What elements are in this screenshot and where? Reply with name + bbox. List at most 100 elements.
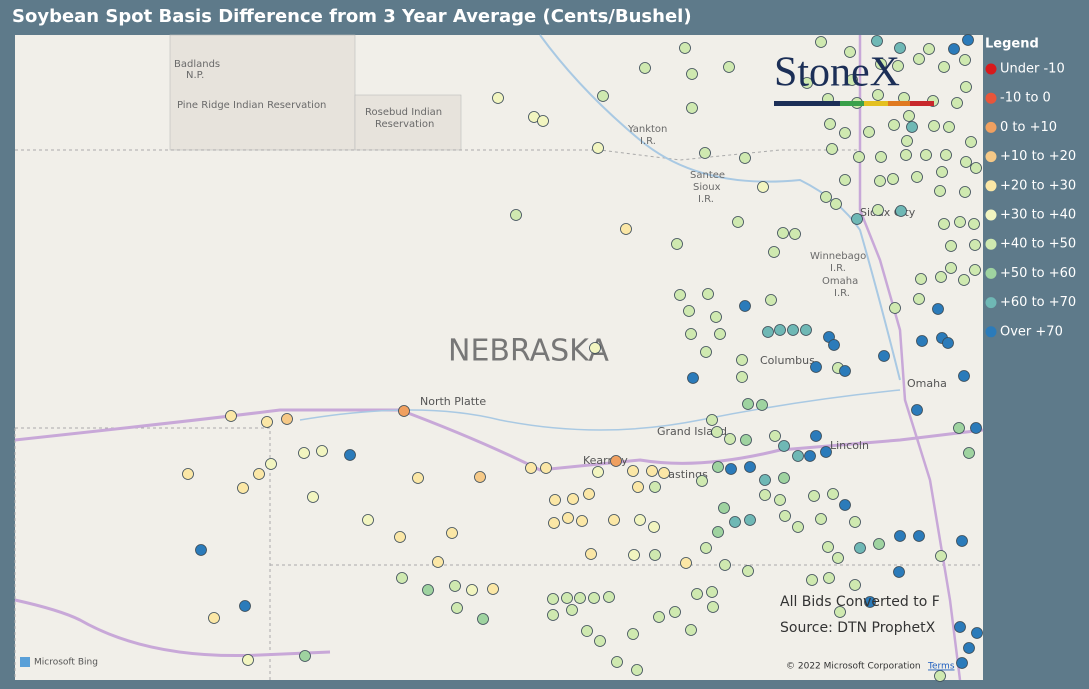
bid-point bbox=[800, 324, 812, 336]
legend-title: Legend bbox=[985, 37, 1039, 52]
bid-point bbox=[943, 121, 955, 133]
bid-point bbox=[566, 604, 578, 616]
bid-point bbox=[687, 372, 699, 384]
bid-point bbox=[863, 126, 875, 138]
bid-point bbox=[844, 46, 856, 58]
bid-point bbox=[804, 450, 816, 462]
bid-point bbox=[768, 246, 780, 258]
bid-point bbox=[815, 36, 827, 48]
bid-point bbox=[492, 92, 504, 104]
bid-point bbox=[208, 612, 220, 624]
bid-point bbox=[712, 461, 724, 473]
bid-point bbox=[718, 502, 730, 514]
bid-point bbox=[935, 271, 947, 283]
map-label: N.P. bbox=[186, 70, 204, 81]
bid-point bbox=[873, 538, 885, 550]
bid-point bbox=[702, 288, 714, 300]
bid-point bbox=[237, 482, 249, 494]
bid-point bbox=[700, 346, 712, 358]
legend-swatch bbox=[985, 180, 997, 192]
bid-point bbox=[762, 326, 774, 338]
bid-point bbox=[620, 223, 632, 235]
map-label: Badlands bbox=[174, 59, 220, 70]
bid-point bbox=[928, 120, 940, 132]
bid-point bbox=[826, 143, 838, 155]
bid-point bbox=[723, 61, 735, 73]
legend-label: +30 to +40 bbox=[1000, 208, 1076, 223]
terms-link[interactable]: Terms bbox=[927, 662, 955, 672]
bid-point bbox=[920, 149, 932, 161]
bid-point bbox=[963, 642, 975, 654]
bid-point bbox=[765, 294, 777, 306]
bid-point bbox=[711, 426, 723, 438]
map-label: I.R. bbox=[834, 288, 850, 299]
bid-point bbox=[686, 102, 698, 114]
bid-point bbox=[634, 514, 646, 526]
bid-point bbox=[923, 43, 935, 55]
bid-point bbox=[714, 328, 726, 340]
bid-point bbox=[724, 433, 736, 445]
bid-point bbox=[851, 213, 863, 225]
bid-point bbox=[951, 97, 963, 109]
bid-point bbox=[934, 185, 946, 197]
bid-point bbox=[769, 430, 781, 442]
bid-point bbox=[954, 216, 966, 228]
bid-point bbox=[834, 606, 846, 618]
bid-point bbox=[815, 513, 827, 525]
legend-label: Under -10 bbox=[1000, 62, 1065, 77]
bid-point bbox=[820, 446, 832, 458]
bid-point bbox=[739, 152, 751, 164]
bid-point bbox=[777, 227, 789, 239]
bid-point bbox=[740, 434, 752, 446]
bid-point bbox=[878, 350, 890, 362]
bid-point bbox=[959, 54, 971, 66]
bid-point bbox=[810, 361, 822, 373]
map-label: Winnebago bbox=[810, 251, 866, 262]
bid-point bbox=[895, 205, 907, 217]
bid-point bbox=[757, 181, 769, 193]
bid-point bbox=[683, 305, 695, 317]
bid-point bbox=[466, 584, 478, 596]
legend-swatch bbox=[985, 209, 997, 221]
bid-point bbox=[653, 611, 665, 623]
bid-point bbox=[706, 586, 718, 598]
bing-logo: Microsoft Bing bbox=[34, 658, 98, 668]
bid-point bbox=[742, 565, 754, 577]
bid-point bbox=[477, 613, 489, 625]
bid-point bbox=[239, 600, 251, 612]
bid-point bbox=[969, 239, 981, 251]
bid-point bbox=[970, 422, 982, 434]
bid-point bbox=[787, 324, 799, 336]
legend-label: +50 to +60 bbox=[1000, 266, 1076, 281]
bid-point bbox=[823, 572, 835, 584]
legend-label: +10 to +20 bbox=[1000, 149, 1076, 164]
bid-point bbox=[806, 574, 818, 586]
bid-point bbox=[679, 42, 691, 54]
bid-point bbox=[631, 664, 643, 676]
bid-point bbox=[938, 61, 950, 73]
bid-point bbox=[700, 542, 712, 554]
bid-point bbox=[875, 151, 887, 163]
map-label: Santee bbox=[690, 170, 725, 181]
bid-point bbox=[801, 77, 813, 89]
bid-point bbox=[956, 657, 968, 669]
bid-point bbox=[832, 552, 844, 564]
bid-point bbox=[938, 218, 950, 230]
bid-point bbox=[589, 342, 601, 354]
bid-point bbox=[853, 151, 865, 163]
bid-point bbox=[225, 410, 237, 422]
bid-point bbox=[627, 628, 639, 640]
legend-label: +40 to +50 bbox=[1000, 237, 1076, 252]
bid-point bbox=[422, 584, 434, 596]
bid-point bbox=[632, 481, 644, 493]
bid-point bbox=[846, 74, 858, 86]
bid-point bbox=[968, 218, 980, 230]
bid-point bbox=[962, 34, 974, 46]
map-label: I.R. bbox=[698, 194, 714, 205]
map-label: Yankton bbox=[627, 124, 667, 135]
bid-point bbox=[646, 465, 658, 477]
legend: Under -10 -10 to 0 0 to +10 +10 to +20 +20 t… bbox=[985, 62, 1076, 339]
bid-point bbox=[592, 466, 604, 478]
logo-text: StoneX bbox=[774, 50, 900, 96]
